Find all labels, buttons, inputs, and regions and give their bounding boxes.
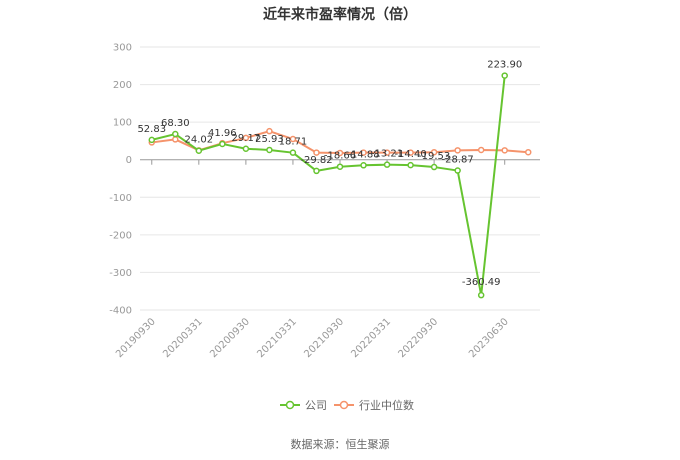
x-tick-label: 20210930 [302, 316, 346, 360]
y-tick-label: 0 [126, 155, 132, 166]
data-point-company [430, 163, 438, 171]
data-point-industry [477, 146, 485, 154]
gridlines [140, 46, 540, 311]
data-point-company [454, 167, 461, 174]
data-point-industry [289, 135, 297, 143]
data-label: -19.53 [418, 151, 450, 162]
data-point-company [383, 161, 391, 168]
data-point-company [148, 136, 156, 144]
data-point-company [242, 145, 250, 153]
data-point-industry [383, 149, 391, 156]
x-tick-label: 20210331 [255, 316, 299, 360]
y-tick-label: 200 [113, 80, 132, 91]
data-label: 52.83 [137, 124, 166, 135]
y-axis: 300 200 100 0 -100 -200 -300 -400 [109, 43, 132, 317]
data-point-industry [501, 147, 508, 154]
y-tick-label: 100 [113, 118, 132, 129]
data-label: -18.66 [324, 151, 356, 162]
series-line-company [151, 75, 506, 297]
data-point-company [266, 146, 273, 154]
data-point-industry [172, 136, 179, 143]
data-label: -28.87 [442, 155, 474, 166]
series-layer [148, 72, 532, 299]
data-label: -14.40 [394, 149, 426, 160]
y-tick-label: -400 [109, 306, 132, 317]
data-point-industry [454, 147, 461, 154]
x-tick-label: 20220331 [349, 316, 393, 360]
y-tick-label: -300 [109, 268, 132, 279]
data-label: 25.93 [255, 134, 284, 145]
data-point-company [477, 291, 485, 299]
data-point-industry [430, 148, 438, 156]
data-point-company [407, 161, 414, 169]
data-point-company [360, 162, 367, 169]
data-point-company [336, 163, 344, 170]
data-label: 18.71 [279, 137, 308, 148]
y-tick-label: -200 [109, 230, 132, 241]
legend-item-industry: 行业中位数 [334, 398, 414, 412]
data-point-industry [407, 149, 414, 156]
data-label: -13.21 [371, 149, 403, 160]
chart-source: 数据来源：恒生聚源 [290, 438, 390, 451]
data-label: 223.90 [487, 60, 522, 71]
data-point-company [501, 72, 508, 79]
x-tick-label: 20200930 [208, 316, 252, 360]
x-tick-label: 20190930 [114, 316, 158, 360]
data-label: 68.30 [161, 118, 190, 129]
data-point-industry [524, 148, 532, 156]
data-point-industry [242, 134, 250, 142]
data-label: 29.17 [232, 133, 261, 144]
x-tick-label: 20230630 [467, 316, 511, 360]
data-point-industry [266, 127, 273, 135]
data-label: -14.88 [347, 149, 379, 160]
data-label: -360.49 [462, 277, 501, 288]
data-point-industry [360, 149, 367, 156]
data-point-industry [336, 149, 344, 157]
y-tick-label: 300 [113, 43, 132, 54]
legend-label: 行业中位数 [359, 398, 414, 412]
chart-title: 近年来市盈率情况（倍） [263, 7, 417, 23]
data-point-industry [313, 149, 320, 156]
legend-marker [285, 400, 295, 410]
legend: 公司 行业中位数 [280, 398, 414, 412]
x-axis: 20190930 20200331 20200930 20210331 20210930… [114, 159, 540, 360]
data-point-company [289, 149, 297, 156]
legend-item-company: 公司 [280, 399, 327, 412]
data-point-company [195, 147, 203, 154]
data-label: 41.96 [208, 128, 237, 139]
legend-label: 公司 [305, 399, 327, 412]
y-tick-label: -100 [109, 193, 132, 204]
data-point-company [313, 167, 320, 175]
x-tick-label: 20200331 [161, 316, 205, 360]
data-label: 24.02 [185, 135, 214, 146]
legend-marker [339, 400, 349, 410]
data-label: -29.82 [300, 155, 332, 166]
data-point-company [219, 140, 226, 148]
data-point-company [172, 130, 179, 138]
x-tick-label: 20220930 [396, 316, 440, 360]
